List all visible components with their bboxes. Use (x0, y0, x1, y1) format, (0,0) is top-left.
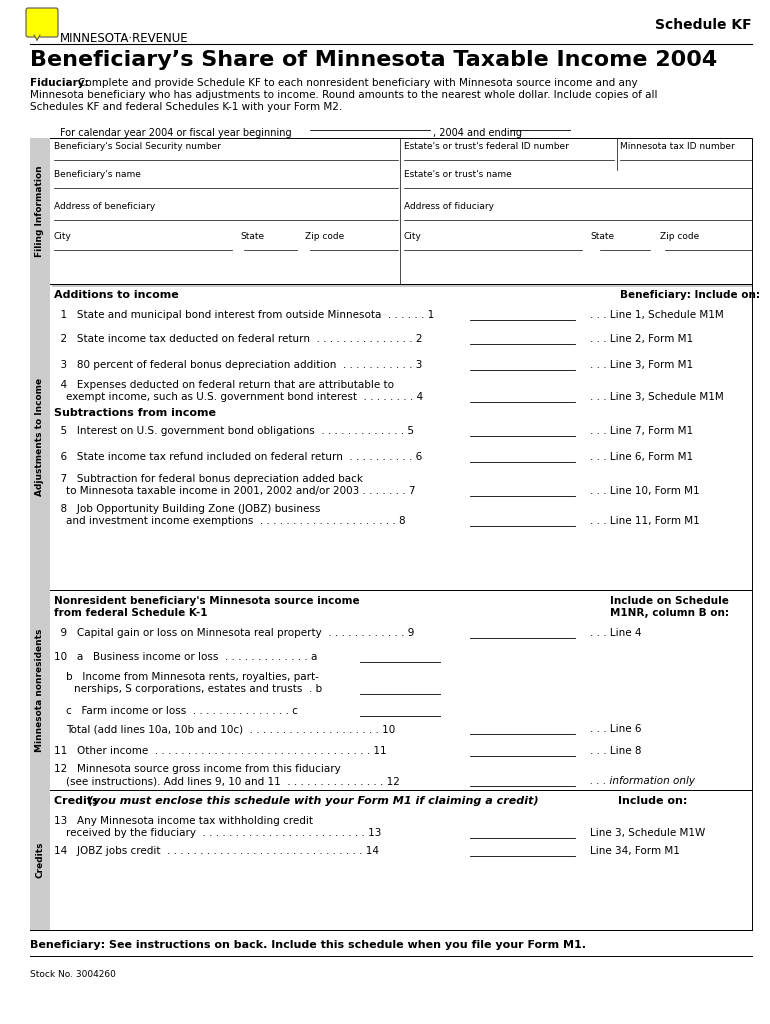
Text: Adjustments to Income: Adjustments to Income (35, 378, 45, 496)
Text: Include on Schedule: Include on Schedule (610, 596, 729, 606)
Text: 1   State and municipal bond interest from outside Minnesota  . . . . . . 1: 1 State and municipal bond interest from… (54, 310, 434, 319)
Text: . . . information only: . . . information only (590, 776, 695, 786)
Bar (30, 790, 752, 930)
Text: 14   JOBZ jobs credit  . . . . . . . . . . . . . . . . . . . . . . . . . . . . .: 14 JOBZ jobs credit . . . . . . . . . . … (54, 846, 379, 856)
Text: For calendar year 2004 or fiscal year beginning: For calendar year 2004 or fiscal year be… (60, 128, 292, 138)
Text: c   Farm income or loss  . . . . . . . . . . . . . . . c: c Farm income or loss . . . . . . . . . … (66, 706, 298, 716)
Bar (30, 790, 50, 930)
Text: 8   Job Opportunity Building Zone (JOBZ) business: 8 Job Opportunity Building Zone (JOBZ) b… (54, 504, 320, 514)
Text: 13   Any Minnesota income tax withholding credit: 13 Any Minnesota income tax withholding … (54, 816, 313, 826)
Text: Minnesota tax ID number: Minnesota tax ID number (620, 142, 735, 151)
Text: 11   Other income  . . . . . . . . . . . . . . . . . . . . . . . . . . . . . . .: 11 Other income . . . . . . . . . . . . … (54, 746, 387, 756)
Text: 7   Subtraction for federal bonus depreciation added back: 7 Subtraction for federal bonus deprecia… (54, 474, 363, 484)
Text: Fiduciary:: Fiduciary: (30, 78, 89, 88)
Text: 6   State income tax refund included on federal return  . . . . . . . . . . 6: 6 State income tax refund included on fe… (54, 452, 422, 462)
Text: . . . Line 10, Form M1: . . . Line 10, Form M1 (590, 486, 700, 496)
Text: State: State (240, 232, 264, 241)
Text: Address of beneficiary: Address of beneficiary (54, 202, 156, 211)
Text: Schedules KF and federal Schedules K-1 with your Form M2.: Schedules KF and federal Schedules K-1 w… (30, 102, 342, 112)
Text: M1NR, column B on:: M1NR, column B on: (610, 608, 729, 618)
Text: MINNESOTA·REVENUE: MINNESOTA·REVENUE (60, 32, 189, 45)
Text: Beneficiary's name: Beneficiary's name (54, 170, 141, 179)
Text: City: City (404, 232, 422, 241)
Text: Beneficiary: See instructions on back. Include this schedule when you file your : Beneficiary: See instructions on back. I… (30, 940, 586, 950)
Text: . . . Line 2, Form M1: . . . Line 2, Form M1 (590, 334, 693, 344)
Text: . . . Line 3, Form M1: . . . Line 3, Form M1 (590, 360, 693, 370)
Bar (30, 284, 50, 590)
Text: . . . Line 8: . . . Line 8 (590, 746, 641, 756)
Text: . . . Line 6, Form M1: . . . Line 6, Form M1 (590, 452, 693, 462)
Text: Line 34, Form M1: Line 34, Form M1 (590, 846, 680, 856)
Bar (30, 590, 752, 790)
Text: Address of fiduciary: Address of fiduciary (404, 202, 494, 211)
Text: Estate's or trust's federal ID number: Estate's or trust's federal ID number (404, 142, 569, 151)
Text: Zip code: Zip code (660, 232, 699, 241)
Text: , 2004 and ending: , 2004 and ending (433, 128, 522, 138)
Text: 5   Interest on U.S. government bond obligations  . . . . . . . . . . . . . 5: 5 Interest on U.S. government bond oblig… (54, 426, 414, 436)
Text: received by the fiduciary  . . . . . . . . . . . . . . . . . . . . . . . . . 13: received by the fiduciary . . . . . . . … (66, 828, 381, 838)
Text: b   Income from Minnesota rents, royalties, part-: b Income from Minnesota rents, royalties… (66, 672, 319, 682)
Text: 9   Capital gain or loss on Minnesota real property  . . . . . . . . . . . . 9: 9 Capital gain or loss on Minnesota real… (54, 628, 414, 638)
Text: State: State (590, 232, 614, 241)
Text: Credits: Credits (54, 796, 102, 806)
Text: Estate's or trust's name: Estate's or trust's name (404, 170, 512, 179)
Polygon shape (34, 35, 40, 40)
Bar (30, 284, 752, 590)
Text: Include on:: Include on: (618, 796, 688, 806)
Text: . . . Line 7, Form M1: . . . Line 7, Form M1 (590, 426, 693, 436)
Text: Beneficiary's Social Security number: Beneficiary's Social Security number (54, 142, 221, 151)
Text: Line 3, Schedule M1W: Line 3, Schedule M1W (590, 828, 705, 838)
Text: Total (add lines 10a, 10b and 10c)  . . . . . . . . . . . . . . . . . . . . 10: Total (add lines 10a, 10b and 10c) . . .… (66, 724, 395, 734)
Text: (you must enclose this schedule with your Form M1 if claiming a credit): (you must enclose this schedule with you… (88, 796, 539, 806)
Text: 10   a   Business income or loss  . . . . . . . . . . . . . a: 10 a Business income or loss . . . . . .… (54, 652, 317, 662)
Bar (30, 138, 752, 284)
Bar (30, 590, 50, 790)
Text: 2   State income tax deducted on federal return  . . . . . . . . . . . . . . . 2: 2 State income tax deducted on federal r… (54, 334, 423, 344)
Bar (30, 138, 50, 284)
Text: to Minnesota taxable income in 2001, 2002 and/or 2003 . . . . . . . 7: to Minnesota taxable income in 2001, 200… (66, 486, 416, 496)
Text: 3   80 percent of federal bonus depreciation addition  . . . . . . . . . . . 3: 3 80 percent of federal bonus depreciati… (54, 360, 423, 370)
Text: Zip code: Zip code (305, 232, 344, 241)
Text: Beneficiary’s Share of Minnesota Taxable Income 2004: Beneficiary’s Share of Minnesota Taxable… (30, 50, 717, 70)
Text: exempt income, such as U.S. government bond interest  . . . . . . . . 4: exempt income, such as U.S. government b… (66, 392, 424, 402)
Text: nerships, S corporations, estates and trusts  . b: nerships, S corporations, estates and tr… (74, 684, 322, 694)
Text: Beneficiary: Include on:: Beneficiary: Include on: (620, 290, 760, 300)
Text: . . . Line 3, Schedule M1M: . . . Line 3, Schedule M1M (590, 392, 724, 402)
Text: 12   Minnesota source gross income from this fiduciary: 12 Minnesota source gross income from th… (54, 764, 341, 774)
Text: . . . Line 4: . . . Line 4 (590, 628, 641, 638)
Text: Subtractions from income: Subtractions from income (54, 408, 216, 418)
Text: Minnesota beneficiary who has adjustments to income. Round amounts to the neares: Minnesota beneficiary who has adjustment… (30, 90, 658, 100)
FancyBboxPatch shape (26, 8, 58, 37)
Text: Schedule KF: Schedule KF (655, 18, 752, 32)
Text: . . . Line 11, Form M1: . . . Line 11, Form M1 (590, 516, 700, 526)
Text: Stock No. 3004260: Stock No. 3004260 (30, 970, 115, 979)
Text: Nonresident beneficiary's Minnesota source income: Nonresident beneficiary's Minnesota sour… (54, 596, 360, 606)
Text: (see instructions). Add lines 9, 10 and 11  . . . . . . . . . . . . . . . 12: (see instructions). Add lines 9, 10 and … (66, 776, 400, 786)
Text: Additions to income: Additions to income (54, 290, 179, 300)
Text: . . . Line 6: . . . Line 6 (590, 724, 641, 734)
Text: from federal Schedule K-1: from federal Schedule K-1 (54, 608, 207, 618)
Text: City: City (54, 232, 72, 241)
Text: Minnesota nonresidents: Minnesota nonresidents (35, 629, 45, 752)
Text: Complete and provide Schedule KF to each nonresident beneficiary with Minnesota : Complete and provide Schedule KF to each… (78, 78, 638, 88)
Text: and investment income exemptions  . . . . . . . . . . . . . . . . . . . . . 8: and investment income exemptions . . . .… (66, 516, 406, 526)
Text: Credits: Credits (35, 842, 45, 879)
Text: . . . Line 1, Schedule M1M: . . . Line 1, Schedule M1M (590, 310, 724, 319)
Text: Filing Information: Filing Information (35, 165, 45, 257)
Text: 4   Expenses deducted on federal return that are attributable to: 4 Expenses deducted on federal return th… (54, 380, 394, 390)
